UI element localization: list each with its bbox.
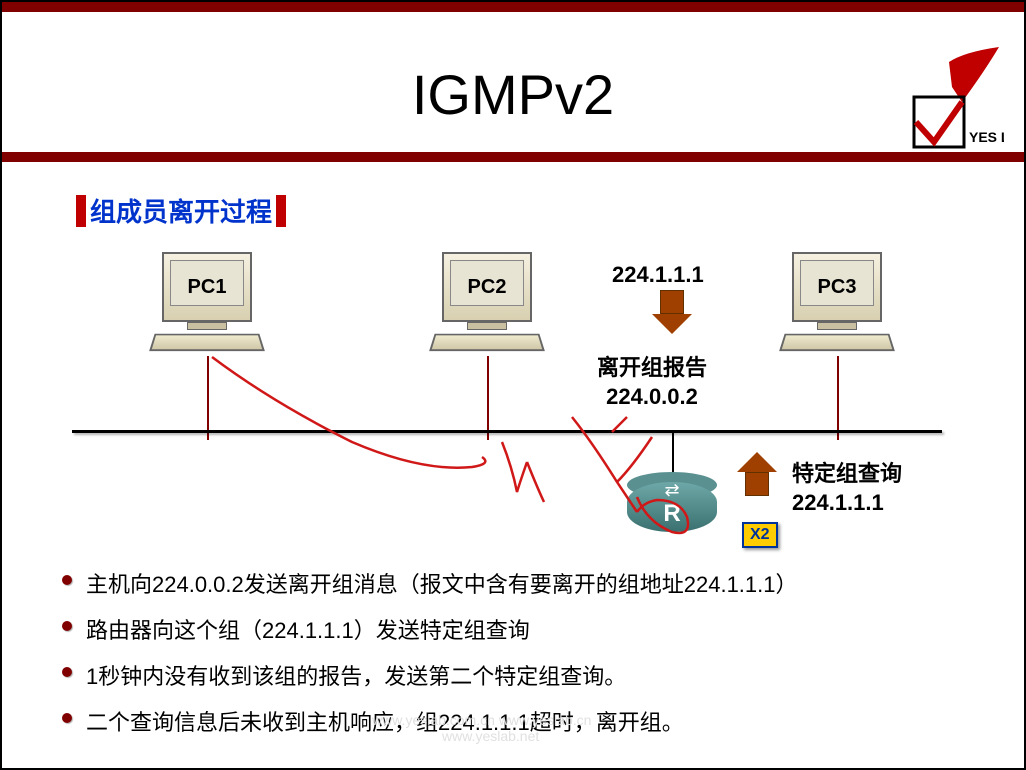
pc3-stem — [837, 356, 839, 440]
pc1-base — [187, 322, 227, 330]
pc3-keyboard — [779, 334, 895, 351]
watermark-1: www.yeslab.com.cn www.yeslab.cn — [372, 712, 591, 728]
list-item: 主机向224.0.0.2发送离开组消息（报文中含有要离开的组地址224.1.1.… — [62, 567, 962, 599]
leave-report-text2: 224.0.0.2 — [597, 383, 707, 412]
specific-query-label: 特定组查询 224.1.1.1 — [792, 460, 902, 517]
subtitle-bar-left — [76, 195, 86, 227]
leave-arrow-down-icon — [652, 290, 692, 334]
leave-report-label: 离开组报告 224.0.0.2 — [597, 354, 707, 411]
logo-text: YES LAB — [969, 129, 1004, 145]
pc1-label: PC1 — [142, 276, 272, 299]
divider-bar — [2, 152, 1024, 162]
bullet-text-2: 路由器向这个组（224.1.1.1）发送特定组查询 — [86, 613, 530, 645]
list-item: 1秒钟内没有收到该组的报告，发送第二个特定组查询。 — [62, 659, 962, 691]
pc1: PC1 — [142, 252, 272, 352]
subtitle-bar-right — [276, 195, 286, 227]
router-label: R — [627, 500, 717, 528]
bullet-text-1: 主机向224.0.0.2发送离开组消息（报文中含有要离开的组地址224.1.1.… — [86, 567, 798, 599]
query-arrow-up-icon — [737, 452, 777, 496]
router-arrows-icon: ⇄ — [627, 480, 717, 501]
pc3-base — [817, 322, 857, 330]
network-bus-line — [72, 430, 942, 433]
watermark-2: www.yeslab.net — [442, 728, 539, 744]
x2-badge: X2 — [742, 522, 778, 548]
pc2-label: PC2 — [422, 276, 552, 299]
bullet-dot-icon — [62, 713, 72, 723]
bullet-dot-icon — [62, 621, 72, 631]
subtitle-block: 组成员离开过程 — [72, 192, 290, 229]
bullet-dot-icon — [62, 667, 72, 677]
pc2-keyboard — [429, 334, 545, 351]
network-diagram: PC1 PC2 PC3 224.1.1.1 离开组报告 224.0.0.2 — [72, 242, 952, 562]
router: ⇄ R — [627, 482, 717, 542]
pc2-stem — [487, 356, 489, 440]
yeslab-logo: YES LAB — [834, 47, 1004, 157]
pc3: PC3 — [772, 252, 902, 352]
pc3-label: PC3 — [772, 276, 902, 299]
pc2: PC2 — [422, 252, 552, 352]
pc1-keyboard — [149, 334, 265, 351]
specific-query-text1: 特定组查询 — [792, 460, 902, 489]
pc2-base — [467, 322, 507, 330]
bullet-text-3: 1秒钟内没有收到该组的报告，发送第二个特定组查询。 — [86, 659, 626, 691]
leave-report-text1: 离开组报告 — [597, 354, 707, 383]
pc1-stem — [207, 356, 209, 440]
list-item: 路由器向这个组（224.1.1.1）发送特定组查询 — [62, 613, 962, 645]
specific-query-text2: 224.1.1.1 — [792, 489, 902, 518]
bullet-dot-icon — [62, 575, 72, 585]
subtitle-text: 组成员离开过程 — [90, 192, 272, 229]
leave-group-ip-label: 224.1.1.1 — [612, 262, 704, 288]
